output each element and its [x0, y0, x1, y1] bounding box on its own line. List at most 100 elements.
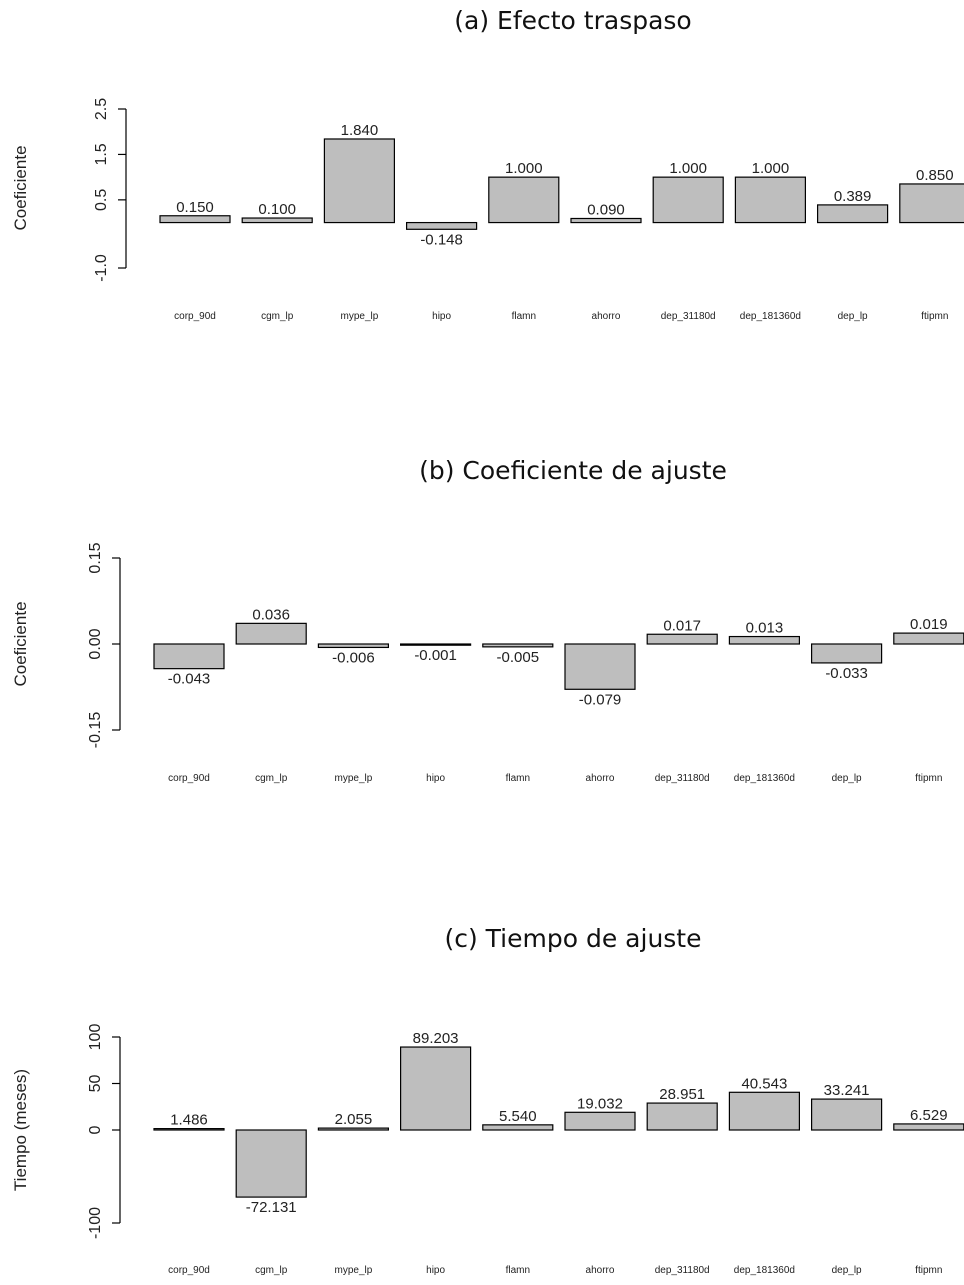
bar-value-label: 33.241: [824, 1082, 870, 1099]
category-label: ahorro: [592, 311, 621, 322]
y-axis-label: Tiempo (meses): [11, 1069, 30, 1191]
y-axis-label: Coeficiente: [11, 601, 30, 686]
chart-title: (c) Tiempo de ajuste: [444, 924, 702, 953]
bar: [317, 1127, 389, 1131]
bar: [893, 632, 964, 645]
chart-title: (a) Efecto traspaso: [454, 6, 692, 35]
bar: [153, 1128, 225, 1131]
y-tick-label: -0.15: [87, 712, 104, 749]
bar-value-label: 0.389: [834, 188, 872, 205]
bar: [323, 138, 395, 224]
bar-value-label: -0.043: [168, 671, 211, 688]
bar: [400, 1046, 472, 1131]
bar-value-label: 1.840: [341, 122, 379, 139]
category-label: mype_lp: [334, 773, 372, 784]
bar: [728, 1091, 801, 1131]
category-label: flamn: [506, 1265, 530, 1276]
bar-value-label: -0.148: [420, 231, 463, 248]
bar: [570, 217, 642, 224]
category-label: hipo: [426, 773, 445, 784]
bar: [564, 643, 636, 690]
bar: [153, 643, 225, 670]
category-label: cgm_lp: [261, 311, 294, 322]
bar-chart-c: -100 0 50 100 Tiempo (meses) 1.486 corp_90d -72…: [11, 1024, 964, 1276]
category-label: cgm_lp: [255, 1265, 288, 1276]
bar: [734, 176, 807, 224]
y-tick-label: 0.5: [93, 189, 110, 211]
bar: [159, 215, 231, 224]
category-label: ftipmn: [915, 1265, 942, 1276]
category-label: dep_31180d: [655, 773, 710, 784]
chart-title: (b) Coeficiente de ajuste: [419, 456, 727, 485]
bar-value-label: 6.529: [910, 1107, 948, 1124]
bar: [652, 176, 724, 224]
bar-value-label: 0.019: [910, 616, 948, 633]
category-label: dep_lp: [832, 1265, 862, 1276]
bar-value-label: -0.079: [579, 691, 622, 708]
category-label: ahorro: [586, 1265, 615, 1276]
category-label: dep_181360d: [740, 311, 801, 322]
y-tick-label: 2.5: [93, 98, 110, 120]
bar: [235, 1129, 307, 1198]
bar: [400, 643, 472, 646]
category-label: corp_90d: [168, 1265, 210, 1276]
y-axis-label: Coeficiente: [11, 145, 30, 230]
category-label: ftipmn: [915, 773, 942, 784]
category-label: dep_31180d: [655, 1265, 710, 1276]
bar: [646, 633, 718, 645]
bar-value-label: -0.033: [825, 665, 868, 682]
bar: [406, 221, 478, 230]
y-tick-label: 1.5: [93, 143, 110, 165]
category-label: ahorro: [586, 773, 615, 784]
bar-value-label: 1.000: [752, 160, 790, 177]
category-label: flamn: [506, 773, 530, 784]
bar-value-label: 1.486: [170, 1112, 208, 1129]
category-label: dep_lp: [832, 773, 862, 784]
bar-chart-b: -0.15 0.00 0.15 Coeficiente -0.043 corp_90d 0.…: [11, 542, 964, 784]
category-label: mype_lp: [334, 1265, 372, 1276]
bar: [810, 1098, 883, 1131]
bar: [646, 1102, 718, 1131]
bar-value-label: 0.017: [663, 617, 701, 634]
y-tick-label: 100: [87, 1024, 104, 1051]
category-label: dep_lp: [838, 311, 868, 322]
category-label: hipo: [432, 311, 451, 322]
category-label: corp_90d: [168, 773, 210, 784]
category-label: corp_90d: [174, 311, 216, 322]
bar-value-label: 0.013: [746, 620, 784, 637]
bar: [893, 1123, 964, 1131]
bar-value-label: 40.543: [741, 1075, 787, 1092]
bar: [899, 183, 964, 224]
bar: [816, 204, 889, 224]
bar: [317, 643, 389, 649]
y-tick-label: 0: [87, 1125, 104, 1134]
bar: [728, 635, 801, 645]
category-label: hipo: [426, 1265, 445, 1276]
category-label: dep_31180d: [661, 311, 716, 322]
bar-value-label: 28.951: [659, 1086, 705, 1103]
bar-value-label: 0.090: [587, 201, 625, 218]
category-label: ftipmn: [921, 311, 948, 322]
bar: [482, 1124, 554, 1131]
bar: [488, 176, 560, 224]
bar-value-label: 19.032: [577, 1095, 623, 1112]
y-tick-label: 0.00: [87, 628, 104, 659]
bar-value-label: 2.055: [335, 1111, 373, 1128]
y-tick-label: 50: [87, 1075, 104, 1093]
bar-value-label: -0.001: [414, 647, 457, 664]
bar: [482, 643, 554, 648]
y-tick-label: -1.0: [93, 254, 110, 282]
bar-value-label: -0.005: [497, 649, 540, 666]
bar-value-label: -72.131: [246, 1199, 297, 1216]
category-label: dep_181360d: [734, 1265, 795, 1276]
bar-value-label: 0.150: [176, 199, 214, 216]
bar: [564, 1111, 636, 1131]
chart-panel-a: (a) Efecto traspaso -1.0 0.5 1.5 2.5 Coefici…: [0, 0, 964, 400]
bar-value-label: 5.540: [499, 1108, 537, 1125]
bar-value-label: 89.203: [413, 1030, 459, 1047]
bar-chart-a: -1.0 0.5 1.5 2.5 Coeficiente 0.150 corp_90d 0.1…: [11, 98, 964, 322]
category-label: cgm_lp: [255, 773, 288, 784]
bar-value-label: -0.006: [332, 649, 375, 666]
y-tick-label: 0.15: [87, 542, 104, 573]
bar-value-label: 1.000: [505, 160, 543, 177]
